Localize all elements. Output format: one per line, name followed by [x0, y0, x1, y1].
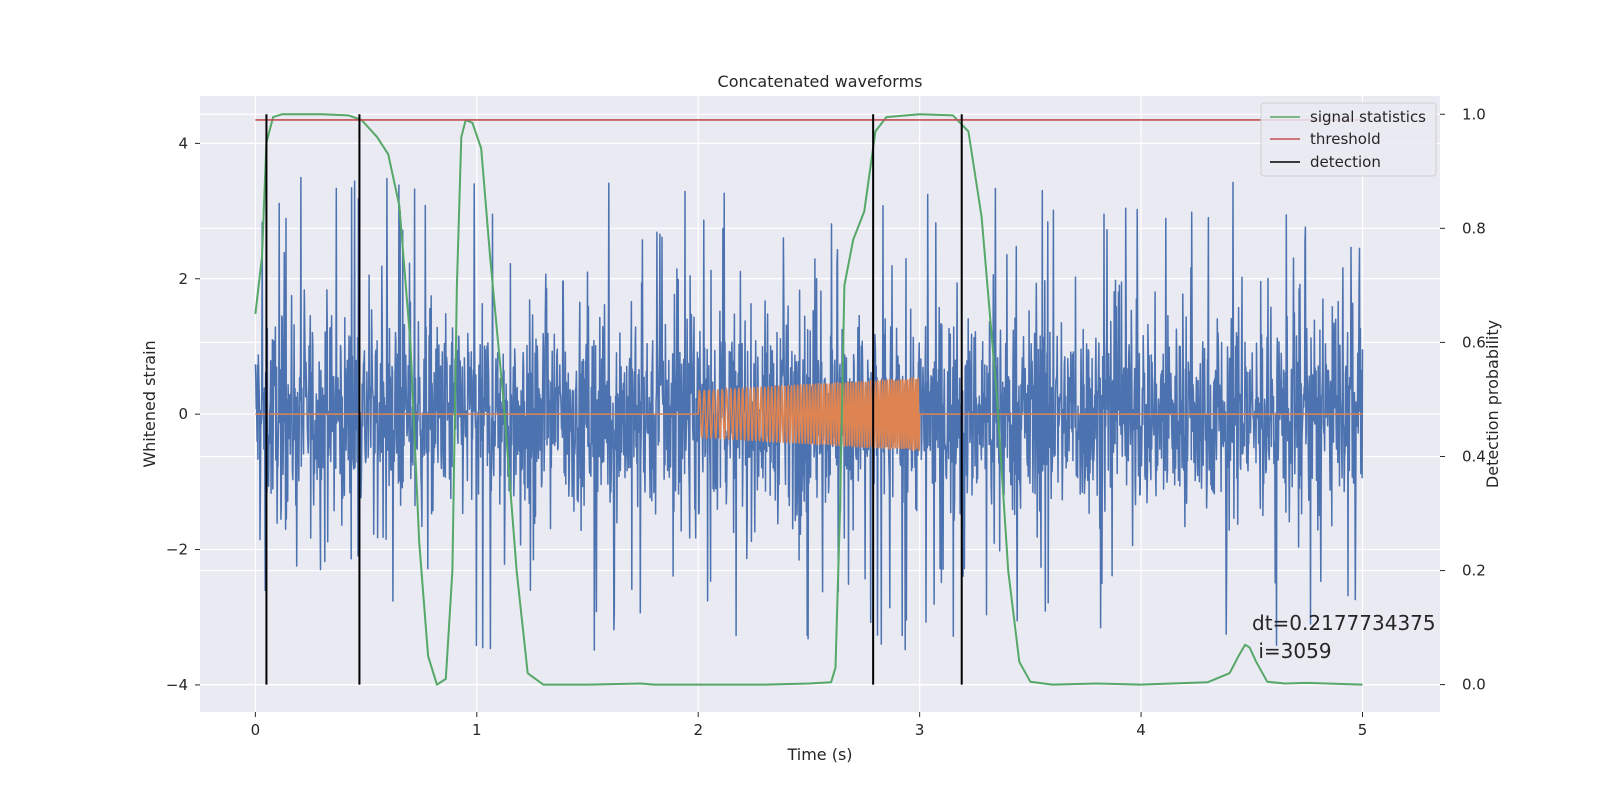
- y2-tick-label: 0.8: [1462, 219, 1486, 237]
- series-whitened-strain: [254, 176, 1364, 651]
- y2-tick-label: 1.0: [1462, 105, 1486, 123]
- annotation-dt: dt=0.2177734375: [1252, 611, 1436, 635]
- x-tick-label: 0: [251, 721, 261, 739]
- y2-axis-label: Detection probability: [1483, 320, 1502, 488]
- legend-box: [1260, 102, 1437, 177]
- y2-tick-label: 0.0: [1462, 676, 1486, 694]
- x-tick-label: 4: [1136, 721, 1146, 739]
- y-tick-label: 0: [178, 405, 188, 423]
- right-series: [254, 113, 1363, 686]
- legend-label-signal-statistics: signal statistics: [1310, 108, 1426, 126]
- series-signal-statistics: [254, 113, 1363, 686]
- y-tick-label: −2: [166, 541, 188, 559]
- legend: signal statistics threshold detection: [1260, 102, 1437, 177]
- y-axis-label: Whitened strain: [140, 340, 159, 467]
- annotation-index: i=3059: [1252, 639, 1332, 663]
- legend-label-threshold: threshold: [1310, 130, 1381, 148]
- x-tick-label: 1: [472, 721, 482, 739]
- series-injected-waveform: [255, 377, 1363, 452]
- x-tick-label: 3: [915, 721, 925, 739]
- x-axis-label: Time (s): [786, 745, 852, 764]
- y2-tick-label: 0.6: [1462, 333, 1486, 351]
- x-tick-label: 5: [1358, 721, 1368, 739]
- chart-title: Concatenated waveforms: [718, 72, 923, 91]
- y-tick-label: 2: [178, 270, 188, 288]
- legend-label-detection: detection: [1310, 153, 1381, 171]
- y2-tick-label: 0.2: [1462, 562, 1486, 580]
- y2-tick-label: 0.4: [1462, 447, 1486, 465]
- ticks: 0 1 2 3 4 5 −4 −2 0 2 4 0.0 0.2 0.4 0.6 0.8 1.0: [166, 105, 1486, 739]
- y-tick-label: −4: [166, 676, 188, 694]
- x-tick-label: 2: [693, 721, 703, 739]
- y-tick-label: 4: [178, 134, 188, 152]
